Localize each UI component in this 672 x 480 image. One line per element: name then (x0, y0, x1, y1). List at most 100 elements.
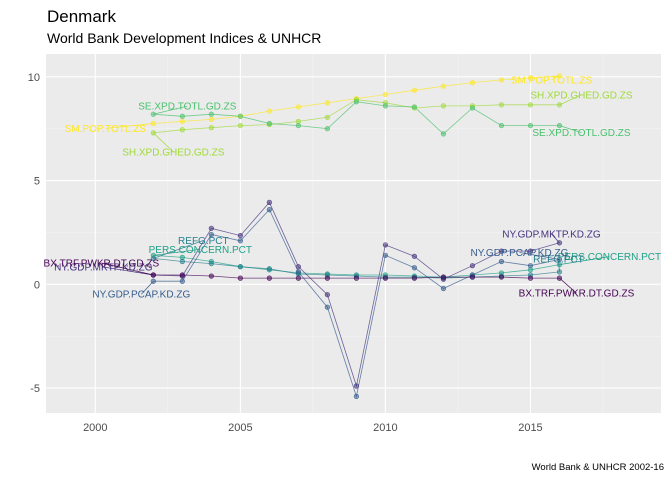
data-point (440, 285, 447, 292)
x-tick-label: 2005 (228, 422, 252, 434)
data-point (266, 108, 272, 114)
data-point (353, 393, 360, 399)
series-label: SE.XPD.TOTL.GD.ZS (138, 102, 236, 113)
label-leader-line (551, 233, 560, 244)
data-point (411, 275, 418, 281)
data-point (469, 274, 476, 280)
label-leader-line (153, 240, 204, 259)
label-leader-line (558, 258, 560, 272)
chart-subtitle: World Bank Development Indices & UNHCR (47, 30, 321, 46)
data-point (179, 118, 185, 125)
data-point (324, 304, 330, 310)
data-point (353, 275, 360, 281)
data-point (498, 102, 505, 108)
data-point (382, 91, 389, 98)
data-point (353, 383, 360, 389)
chart-caption: World Bank & UNHCR 2002-16 (532, 462, 664, 473)
data-point (324, 126, 330, 132)
series-label: NY.GDP.MKTP.KD.ZG (502, 229, 601, 240)
series-label: NY.GDP.PCAP.KD.ZG (471, 248, 569, 259)
data-point (382, 275, 389, 281)
label-leader-line (103, 266, 154, 276)
data-point (498, 274, 505, 280)
data-point (382, 242, 389, 248)
series-label: SH.XPD.GHED.GD.ZS (530, 90, 633, 101)
series-label: SE.XPD.TOTL.GD.ZS (532, 128, 630, 139)
data-point (440, 274, 447, 280)
data-point (324, 100, 330, 106)
y-tick-label: 0 (34, 279, 40, 291)
data-point (266, 120, 272, 127)
x-tick-label: 2015 (518, 422, 542, 434)
data-point (295, 264, 301, 270)
data-point (295, 269, 301, 275)
data-point (353, 99, 360, 105)
data-point (179, 127, 185, 133)
series-label: BX.TRF.PWKR.DT.GD.ZS (519, 289, 635, 300)
data-point (179, 258, 185, 265)
data-point (411, 265, 418, 271)
data-point (208, 260, 214, 267)
series-label: REFG.PCT (533, 254, 584, 265)
data-point (527, 122, 534, 129)
data-point (440, 131, 447, 137)
data-point (527, 263, 534, 269)
label-leader-line (153, 132, 174, 153)
x-tick-label: 2000 (83, 422, 107, 434)
series-label: SM.POP.TOTL.ZS (65, 124, 147, 135)
data-point (469, 263, 476, 269)
label-leader-line (559, 277, 577, 294)
plot-panel (46, 54, 661, 413)
data-point (266, 199, 272, 205)
label-leader-line (559, 256, 610, 265)
data-point (295, 275, 301, 281)
y-tick-label: -5 (30, 383, 40, 395)
data-point (411, 253, 418, 259)
label-leader-line (153, 105, 188, 115)
data-point (208, 231, 214, 238)
data-point (208, 116, 214, 122)
data-point (266, 275, 272, 281)
data-point (498, 248, 505, 254)
data-point (237, 232, 243, 239)
series-label: SH.XPD.GHED.GD.ZS (122, 147, 225, 158)
label-leader-line (153, 248, 201, 256)
data-point (382, 252, 389, 258)
label-leader-line (559, 125, 582, 133)
label-leader-line (105, 123, 154, 129)
data-point (440, 103, 447, 109)
data-point (266, 207, 272, 213)
data-point (469, 80, 476, 86)
data-point (179, 113, 185, 119)
data-point (498, 258, 505, 265)
series-label: NY.GDP.MKTP.KD.ZG (54, 263, 153, 274)
y-tick-label: 10 (28, 72, 40, 84)
series-label: SM.POP.TOTL.ZS (511, 75, 593, 86)
series-label: NY.GDP.PCAP.KD.ZG (92, 290, 190, 301)
data-point (411, 87, 418, 93)
data-point (382, 103, 389, 109)
data-point (266, 266, 272, 272)
data-point (324, 114, 330, 120)
data-point (469, 105, 476, 111)
data-point (295, 104, 301, 110)
label-leader-line (559, 94, 582, 106)
data-point (527, 75, 534, 81)
data-point (411, 104, 418, 110)
data-point (208, 125, 214, 131)
label-leader-line (551, 75, 560, 81)
data-point (237, 275, 243, 281)
series-labels: SM.POP.TOTL.ZS SM.POP.TOTL.ZS SH.XPD.GHED.… (44, 75, 662, 300)
data-point (498, 77, 505, 83)
label-leader-line (519, 252, 560, 260)
data-point (324, 292, 330, 298)
data-point (208, 111, 214, 117)
label-leader-line (101, 262, 154, 276)
data-point (237, 122, 243, 129)
data-point (324, 275, 330, 281)
data-point (440, 83, 447, 89)
data-point (237, 264, 243, 270)
series-label: PERS.CONCERN.PCT (558, 252, 661, 263)
data-point (498, 122, 505, 129)
